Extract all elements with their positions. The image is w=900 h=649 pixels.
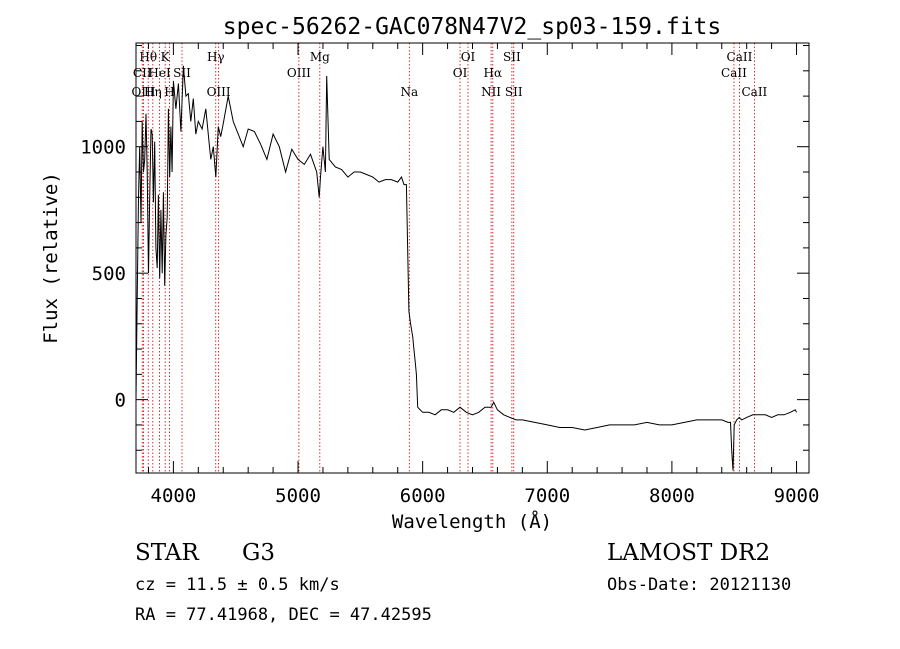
line-marker-label-4: HeI bbox=[148, 66, 171, 80]
line-marker-label-19: CaII bbox=[721, 66, 747, 80]
line-markers bbox=[141, 43, 755, 473]
line-marker-label-3: Hη bbox=[144, 85, 162, 99]
line-marker-label-5: K bbox=[161, 50, 171, 64]
class-label: STAR bbox=[135, 540, 199, 566]
axis-ticks: 4000 5000 6000 7000 8000 9000 0 500 1000 bbox=[80, 43, 819, 507]
line-marker-label-8: Hγ bbox=[207, 50, 225, 64]
line-marker-label-16: Hα bbox=[484, 66, 503, 80]
y-tick-label-0: 0 bbox=[115, 390, 126, 412]
line-marker-label-2: Hθ bbox=[139, 50, 157, 64]
x-axis-label: Wavelength (Å) bbox=[392, 510, 552, 533]
coords-text: RA = 77.41968, DEC = 47.42595 bbox=[135, 605, 432, 625]
survey-label: LAMOST DR2 bbox=[607, 540, 770, 566]
line-marker-label-10: OIII bbox=[287, 66, 311, 80]
x-tick-label-1: 5000 bbox=[275, 485, 321, 507]
y-tick-label-2: 1000 bbox=[80, 137, 126, 159]
line-marker-label-18: SII bbox=[505, 85, 523, 99]
x-tick-label-0: 4000 bbox=[151, 485, 197, 507]
y-axis-label: Flux (relative) bbox=[40, 172, 62, 344]
line-marker-label-20: CaII bbox=[727, 50, 753, 64]
line-marker-labels: CII OIII Hθ Hη HeI K H SII Hγ OIII OIII Mg Na OI OI NII… bbox=[131, 50, 767, 99]
line-marker-label-1: OIII bbox=[131, 85, 155, 99]
y-tick-label-1: 500 bbox=[92, 263, 126, 285]
line-marker-label-7: SII bbox=[173, 66, 191, 80]
line-marker-label-14: OI bbox=[461, 50, 476, 64]
line-marker-label-9: OIII bbox=[207, 85, 231, 99]
line-marker-label-0: CII bbox=[133, 66, 152, 80]
plot-frame bbox=[135, 42, 810, 474]
line-marker-label-17: SII bbox=[503, 50, 521, 64]
subclass-label: G3 bbox=[242, 540, 275, 566]
x-tick-label-4: 8000 bbox=[649, 485, 695, 507]
redshift-text: cz = 11.5 ± 0.5 km/s bbox=[135, 575, 340, 595]
line-marker-label-13: OI bbox=[453, 66, 468, 80]
line-marker-label-15: NII bbox=[481, 85, 501, 99]
line-marker-label-11: Mg bbox=[310, 50, 330, 64]
x-tick-label-2: 6000 bbox=[400, 485, 446, 507]
obs-date-text: Obs-Date: 20121130 bbox=[607, 575, 791, 595]
line-marker-label-12: Na bbox=[400, 85, 418, 99]
spectrum-line bbox=[135, 65, 797, 471]
x-tick-label-5: 9000 bbox=[774, 485, 820, 507]
x-tick-label-3: 7000 bbox=[524, 485, 570, 507]
chart-title: spec-56262-GAC078N47V2_sp03-159.fits bbox=[223, 14, 722, 40]
line-marker-label-6: H bbox=[164, 85, 174, 99]
line-marker-label-21: CaII bbox=[741, 85, 767, 99]
